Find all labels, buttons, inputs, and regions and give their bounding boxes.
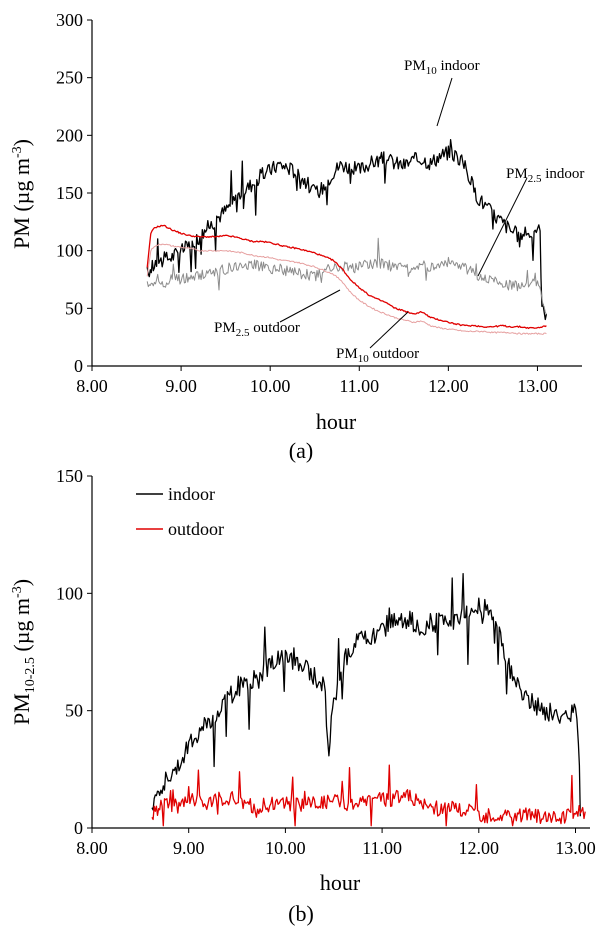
panel-a-y-tick-label: 200 [56, 125, 83, 145]
panel-b-x-tick-label: 13.00 [555, 838, 596, 858]
panel-a-x-tick-label: 13.00 [517, 376, 558, 396]
series-line-outdoor [151, 764, 586, 827]
panel-a-x-tick-label: 12.00 [428, 376, 469, 396]
series-line-pm25_outdoor [146, 224, 547, 330]
panel-a-y-tick-label: 100 [56, 241, 83, 261]
panel-a-x-tick-label: 8.00 [76, 376, 108, 396]
panel-a-y-tick-label: 250 [56, 68, 83, 88]
panel-a-label: (a) [289, 438, 313, 463]
legend-label-outdoor: outdoor [168, 519, 224, 539]
panel-b-x-tick-label: 8.00 [76, 838, 108, 858]
annotation-pm10-indoor: PM10 indoor [404, 58, 480, 77]
panel-b: 0 50 100 150 8.00 9.00 10.00 11.00 12.00 13.00 i… [9, 466, 596, 926]
series-line-pm25_indoor [146, 237, 547, 315]
panel-a: 0 50 100 150 200 250 300 8.00 9.00 10.00 11.00 12.… [9, 10, 584, 463]
panel-b-y-tick-label: 100 [56, 583, 83, 603]
annotation-leader-pm25-outdoor [279, 289, 341, 323]
panel-b-x-axis-label: hour [320, 870, 361, 895]
panel-a-series [146, 139, 548, 335]
panel-b-y-axis-label: PM10-2.5 (µg m-3) [9, 579, 38, 725]
annotation-pm10-outdoor: PM10 outdoor [336, 346, 419, 365]
panel-b-y-tick-label: 50 [65, 701, 83, 721]
panel-a-y-ticks: 0 50 100 150 200 250 300 [56, 10, 92, 376]
panel-b-label: (b) [288, 901, 314, 926]
panel-a-y-tick-label: 0 [74, 356, 83, 376]
panel-b-legend: indoor outdoor [136, 484, 224, 539]
panel-b-x-tick-label: 12.00 [459, 838, 500, 858]
panel-a-x-ticks: 8.00 9.00 10.00 11.00 12.00 13.00 [76, 366, 558, 396]
panel-a-x-axis-label: hour [316, 409, 357, 434]
panel-b-y-tick-label: 0 [74, 818, 83, 838]
series-line-pm10_indoor [146, 139, 548, 321]
panel-a-y-tick-label: 150 [56, 183, 83, 203]
panel-b-y-ticks: 0 50 100 150 [56, 466, 92, 838]
annotation-pm25-indoor: PM2.5 indoor [506, 166, 584, 185]
annotation-pm25-outdoor: PM2.5 outdoor [214, 320, 300, 339]
panel-b-x-ticks: 8.00 9.00 10.00 11.00 12.00 13.00 [76, 828, 596, 858]
panel-a-x-tick-label: 9.00 [165, 376, 197, 396]
panel-a-y-tick-label: 300 [56, 10, 83, 30]
annotation-leader-pm10-indoor [436, 77, 453, 127]
panel-b-x-tick-label: 10.00 [265, 838, 306, 858]
panel-a-x-tick-label: 10.00 [250, 376, 291, 396]
panel-b-series [151, 572, 586, 827]
legend-label-indoor: indoor [168, 484, 215, 504]
annotation-leader-pm25-indoor [477, 177, 528, 277]
panel-a-x-tick-label: 11.00 [339, 376, 379, 396]
panel-b-x-tick-label: 9.00 [173, 838, 205, 858]
panel-b-y-tick-label: 150 [56, 466, 83, 486]
series-line-indoor [151, 572, 581, 817]
panel-b-x-tick-label: 11.00 [362, 838, 402, 858]
annotation-leader-pm10-outdoor [369, 311, 409, 349]
panel-a-y-axis-label: PM (µg m-3) [9, 139, 34, 249]
series-line-pm10_outdoor [146, 243, 547, 335]
panel-a-y-tick-label: 50 [65, 298, 83, 318]
